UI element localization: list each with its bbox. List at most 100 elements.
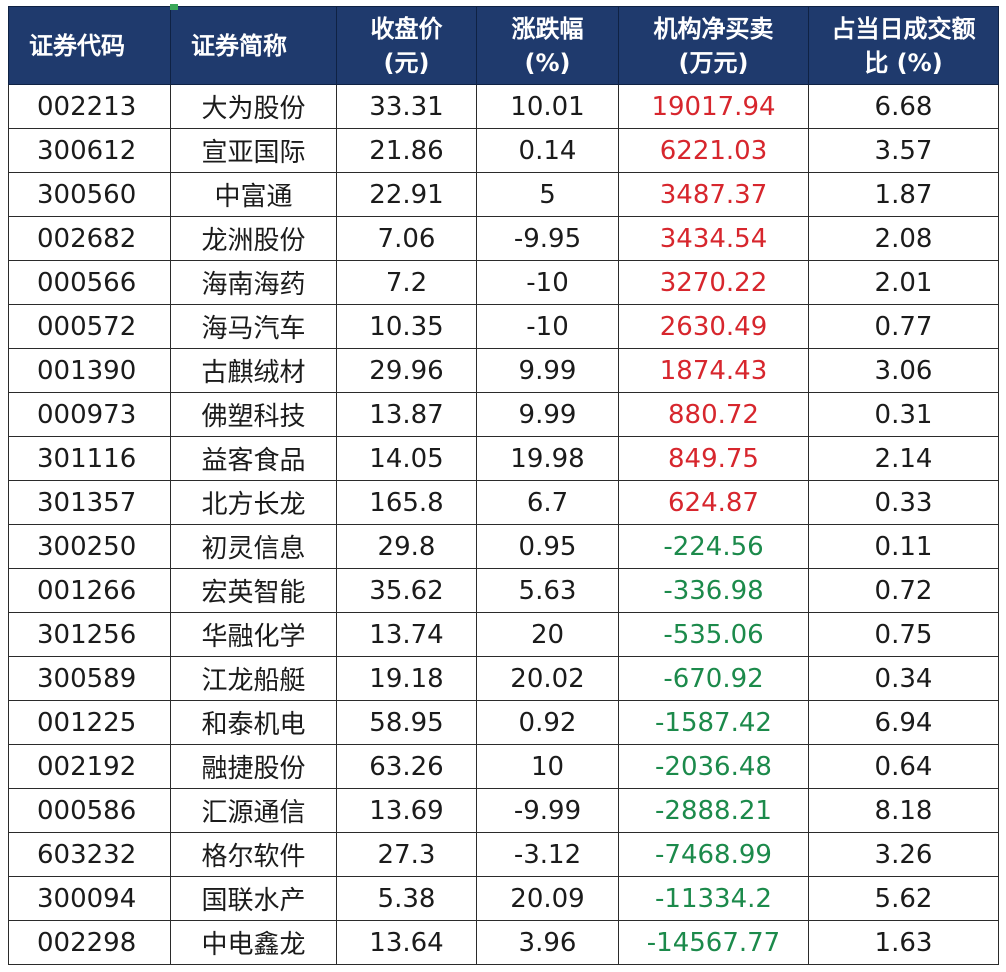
cell-turnover-ratio: 2.01 <box>808 260 999 305</box>
cell-close-price: 22.91 <box>336 172 477 217</box>
cell-security-code: 300250 <box>8 524 171 569</box>
cell-institution-net: 880.72 <box>618 392 809 437</box>
table-row: 000586 汇源通信 13.69 -9.99 -2888.21 8.18 <box>8 788 999 833</box>
cell-security-name: 益客食品 <box>170 436 337 481</box>
cell-change-pct: 0.95 <box>476 524 619 569</box>
cell-turnover-ratio: 6.68 <box>808 84 999 129</box>
cell-turnover-ratio: 1.63 <box>808 920 999 965</box>
corner-marker <box>170 4 178 10</box>
cell-security-code: 002192 <box>8 744 171 789</box>
cell-close-price: 33.31 <box>336 84 477 129</box>
cell-security-name: 海马汽车 <box>170 304 337 349</box>
cell-security-name: 北方长龙 <box>170 480 337 525</box>
cell-change-pct: 0.14 <box>476 128 619 173</box>
cell-security-code: 300612 <box>8 128 171 173</box>
cell-institution-net: 849.75 <box>618 436 809 481</box>
cell-institution-net: 1874.43 <box>618 348 809 393</box>
cell-institution-net: -7468.99 <box>618 832 809 877</box>
cell-close-price: 13.74 <box>336 612 477 657</box>
cell-institution-net: 624.87 <box>618 480 809 525</box>
cell-security-code: 001225 <box>8 700 171 745</box>
cell-security-code: 603232 <box>8 832 171 877</box>
header-security-name: 证券简称 <box>170 6 337 85</box>
cell-security-code: 002213 <box>8 84 171 129</box>
cell-close-price: 10.35 <box>336 304 477 349</box>
header-security-code: 证券代码 <box>8 6 171 85</box>
cell-close-price: 7.06 <box>336 216 477 261</box>
cell-security-name: 海南海药 <box>170 260 337 305</box>
cell-change-pct: 6.7 <box>476 480 619 525</box>
header-label: 证券代码 <box>29 31 125 60</box>
cell-close-price: 5.38 <box>336 876 477 921</box>
table-row: 002192 融捷股份 63.26 10 -2036.48 0.64 <box>8 744 999 789</box>
cell-turnover-ratio: 0.11 <box>808 524 999 569</box>
cell-institution-net: 3434.54 <box>618 216 809 261</box>
cell-institution-net: 3270.22 <box>618 260 809 305</box>
cell-change-pct: 10 <box>476 744 619 789</box>
cell-close-price: 21.86 <box>336 128 477 173</box>
cell-close-price: 14.05 <box>336 436 477 481</box>
header-label: 机构净买卖 <box>653 14 774 43</box>
cell-security-code: 002682 <box>8 216 171 261</box>
cell-security-code: 000973 <box>8 392 171 437</box>
cell-change-pct: -9.95 <box>476 216 619 261</box>
table-row: 001266 宏英智能 35.62 5.63 -336.98 0.72 <box>8 568 999 613</box>
cell-turnover-ratio: 1.87 <box>808 172 999 217</box>
table-row: 300612 宣亚国际 21.86 0.14 6221.03 3.57 <box>8 128 999 173</box>
header-label: 涨跌幅 <box>511 14 584 43</box>
cell-close-price: 27.3 <box>336 832 477 877</box>
cell-close-price: 13.87 <box>336 392 477 437</box>
cell-close-price: 58.95 <box>336 700 477 745</box>
cell-close-price: 29.96 <box>336 348 477 393</box>
header-label: 证券简称 <box>191 31 287 60</box>
cell-close-price: 165.8 <box>336 480 477 525</box>
cell-change-pct: 20.02 <box>476 656 619 701</box>
table-row: 000566 海南海药 7.2 -10 3270.22 2.01 <box>8 260 999 305</box>
cell-turnover-ratio: 0.64 <box>808 744 999 789</box>
header-unit: (元) <box>383 48 430 77</box>
cell-security-name: 大为股份 <box>170 84 337 129</box>
table-header-row: 证券代码 证券简称 收盘价 (元) 涨跌幅 (%) 机构净买卖 (万元) <box>8 6 999 85</box>
cell-security-name: 格尔软件 <box>170 832 337 877</box>
cell-change-pct: -3.12 <box>476 832 619 877</box>
table-row: 301116 益客食品 14.05 19.98 849.75 2.14 <box>8 436 999 481</box>
table-row: 001390 古麒绒材 29.96 9.99 1874.43 3.06 <box>8 348 999 393</box>
cell-turnover-ratio: 0.33 <box>808 480 999 525</box>
cell-turnover-ratio: 2.14 <box>808 436 999 481</box>
cell-change-pct: -10 <box>476 260 619 305</box>
cell-security-code: 000572 <box>8 304 171 349</box>
cell-close-price: 13.69 <box>336 788 477 833</box>
cell-security-code: 001390 <box>8 348 171 393</box>
cell-security-name: 宏英智能 <box>170 568 337 613</box>
table-row: 000973 佛塑科技 13.87 9.99 880.72 0.31 <box>8 392 999 437</box>
cell-security-code: 300094 <box>8 876 171 921</box>
cell-security-code: 301357 <box>8 480 171 525</box>
cell-security-name: 融捷股份 <box>170 744 337 789</box>
cell-change-pct: -10 <box>476 304 619 349</box>
cell-change-pct: 19.98 <box>476 436 619 481</box>
cell-security-name: 中电鑫龙 <box>170 920 337 965</box>
cell-turnover-ratio: 0.77 <box>808 304 999 349</box>
cell-institution-net: 3487.37 <box>618 172 809 217</box>
cell-close-price: 13.64 <box>336 920 477 965</box>
cell-security-name: 中富通 <box>170 172 337 217</box>
table-row: 002682 龙洲股份 7.06 -9.95 3434.54 2.08 <box>8 216 999 261</box>
cell-change-pct: 0.92 <box>476 700 619 745</box>
cell-institution-net: 19017.94 <box>618 84 809 129</box>
cell-change-pct: 5 <box>476 172 619 217</box>
cell-close-price: 7.2 <box>336 260 477 305</box>
cell-institution-net: -11334.2 <box>618 876 809 921</box>
header-unit: (%) <box>524 48 571 77</box>
header-unit: 比 (%) <box>864 48 943 77</box>
cell-security-code: 300560 <box>8 172 171 217</box>
cell-close-price: 19.18 <box>336 656 477 701</box>
header-institution-net: 机构净买卖 (万元) <box>618 6 809 85</box>
table-row: 001225 和泰机电 58.95 0.92 -1587.42 6.94 <box>8 700 999 745</box>
cell-turnover-ratio: 6.94 <box>808 700 999 745</box>
cell-turnover-ratio: 2.08 <box>808 216 999 261</box>
table-row: 301357 北方长龙 165.8 6.7 624.87 0.33 <box>8 480 999 525</box>
cell-security-name: 古麒绒材 <box>170 348 337 393</box>
cell-institution-net: 2630.49 <box>618 304 809 349</box>
cell-turnover-ratio: 0.31 <box>808 392 999 437</box>
table-row: 300560 中富通 22.91 5 3487.37 1.87 <box>8 172 999 217</box>
